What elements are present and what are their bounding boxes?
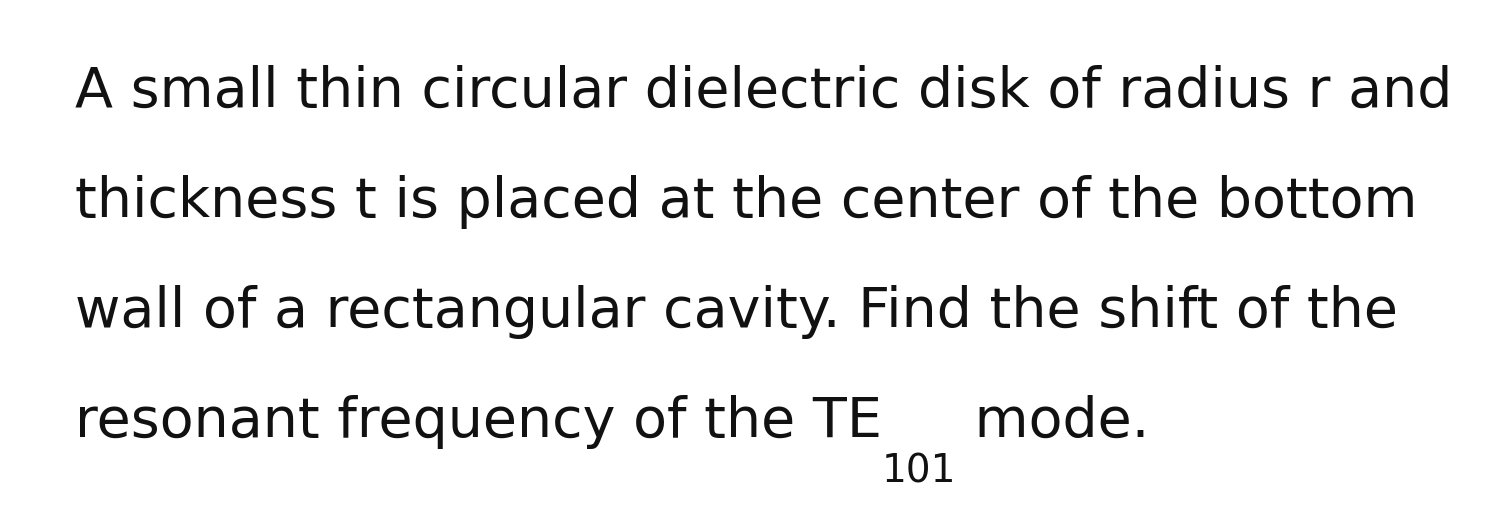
Text: wall of a rectangular cavity. Find the shift of the: wall of a rectangular cavity. Find the s… — [75, 285, 1398, 339]
Text: 101: 101 — [882, 453, 957, 490]
Text: A small thin circular dielectric disk of radius r and: A small thin circular dielectric disk of… — [75, 65, 1452, 119]
Text: mode.: mode. — [957, 395, 1149, 449]
Text: resonant frequency of the TE: resonant frequency of the TE — [75, 395, 882, 449]
Text: thickness t is placed at the center of the bottom: thickness t is placed at the center of t… — [75, 175, 1417, 229]
